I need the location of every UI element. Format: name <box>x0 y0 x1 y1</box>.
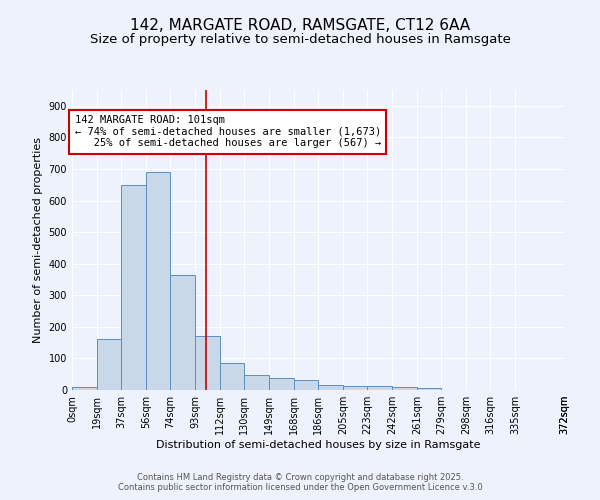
Bar <box>72 388 97 390</box>
Bar <box>146 172 170 390</box>
Bar <box>294 380 318 390</box>
Bar <box>343 386 367 390</box>
Bar <box>417 388 441 390</box>
Bar <box>195 336 220 390</box>
Bar <box>121 184 146 390</box>
Bar <box>392 387 417 390</box>
Text: 142 MARGATE ROAD: 101sqm
← 74% of semi-detached houses are smaller (1,673)
   25: 142 MARGATE ROAD: 101sqm ← 74% of semi-d… <box>74 116 381 148</box>
Y-axis label: Number of semi-detached properties: Number of semi-detached properties <box>33 137 43 343</box>
Bar <box>269 378 294 390</box>
Bar <box>318 386 343 390</box>
Bar <box>97 340 121 390</box>
X-axis label: Distribution of semi-detached houses by size in Ramsgate: Distribution of semi-detached houses by … <box>156 440 480 450</box>
Text: Contains HM Land Registry data © Crown copyright and database right 2025.: Contains HM Land Registry data © Crown c… <box>137 474 463 482</box>
Text: 142, MARGATE ROAD, RAMSGATE, CT12 6AA: 142, MARGATE ROAD, RAMSGATE, CT12 6AA <box>130 18 470 32</box>
Text: Contains public sector information licensed under the Open Government Licence v.: Contains public sector information licen… <box>118 484 482 492</box>
Text: Size of property relative to semi-detached houses in Ramsgate: Size of property relative to semi-detach… <box>89 32 511 46</box>
Bar <box>170 274 195 390</box>
Bar <box>244 375 269 390</box>
Bar <box>220 363 244 390</box>
Bar <box>367 386 392 390</box>
